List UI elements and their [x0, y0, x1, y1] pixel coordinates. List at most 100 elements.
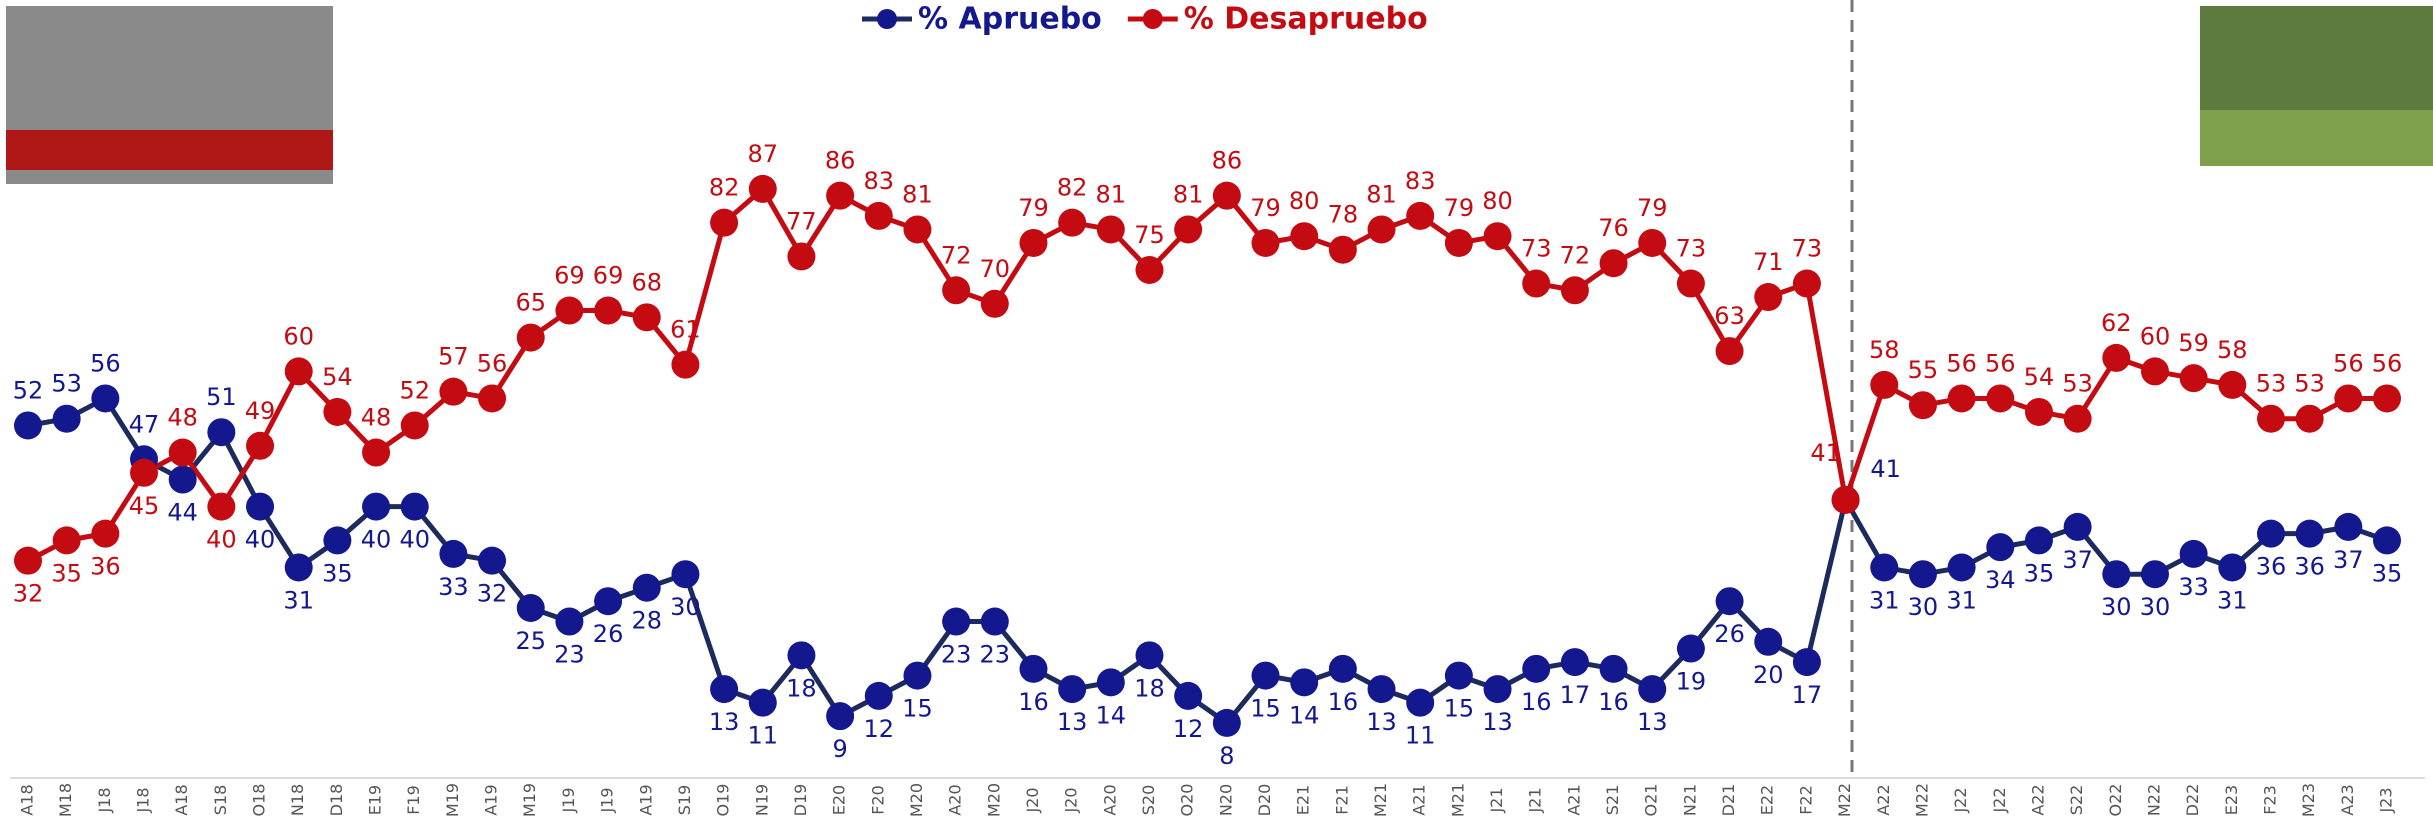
marker — [826, 181, 855, 210]
marker — [748, 174, 777, 203]
value-label: 47 — [129, 410, 160, 438]
marker — [710, 675, 739, 704]
x-tick-label: A23 — [2338, 784, 2357, 815]
x-tick-label: J18 — [95, 787, 114, 813]
marker — [1058, 675, 1087, 704]
marker — [1599, 654, 1628, 683]
value-label: 12 — [864, 715, 895, 743]
x-tick-label: N22 — [2144, 784, 2163, 816]
value-label: 23 — [941, 641, 972, 669]
marker — [516, 594, 545, 622]
x-tick-label: N19 — [752, 784, 771, 816]
value-label: 36 — [2256, 553, 2287, 581]
marker — [1522, 269, 1551, 298]
value-label: 53 — [2256, 370, 2287, 398]
value-label: 11 — [1405, 722, 1436, 750]
value-label: 57 — [438, 343, 469, 371]
value-label: 18 — [786, 674, 817, 702]
x-tick-label: J19 — [559, 787, 578, 813]
value-label: 30 — [2101, 593, 2132, 621]
marker — [864, 681, 893, 710]
marker — [2295, 404, 2324, 433]
x-tick-label: M20 — [907, 783, 926, 817]
value-label: 31 — [283, 586, 314, 614]
marker — [1328, 654, 1357, 683]
value-label: 52 — [13, 376, 44, 404]
value-label: 81 — [1096, 180, 1127, 208]
value-label: 44 — [167, 499, 198, 527]
marker — [1483, 222, 1512, 251]
photo-right-lawn — [2200, 110, 2433, 166]
marker — [516, 323, 545, 352]
x-tick-label: A22 — [1874, 784, 1893, 815]
value-label: 30 — [2140, 593, 2171, 621]
x-tick-label: A18 — [18, 784, 37, 815]
value-label: 79 — [1444, 194, 1475, 222]
marker — [2256, 519, 2285, 548]
value-label: 76 — [1598, 214, 1629, 242]
marker — [2334, 384, 2363, 413]
value-label: 60 — [2140, 322, 2171, 350]
value-label: 65 — [515, 289, 546, 317]
marker — [1406, 201, 1435, 230]
value-label: 37 — [2333, 546, 2364, 574]
marker — [52, 404, 81, 433]
value-label: 79 — [1018, 194, 1049, 222]
marker — [1367, 675, 1396, 704]
marker — [1290, 668, 1319, 697]
marker — [478, 546, 507, 575]
x-tick-label: N20 — [1216, 784, 1235, 816]
value-label: 81 — [1173, 180, 1204, 208]
value-label: 58 — [2217, 336, 2248, 364]
x-tick-label: M19 — [443, 783, 462, 817]
value-label: 78 — [1328, 201, 1359, 229]
marker — [1251, 228, 1280, 257]
marker — [207, 418, 236, 447]
marker — [1522, 654, 1551, 683]
x-tick-label: M21 — [1371, 783, 1390, 817]
value-label: 35 — [2372, 559, 2403, 587]
marker — [362, 492, 391, 521]
marker — [2140, 357, 2169, 386]
value-label: 75 — [1134, 221, 1165, 249]
marker — [400, 411, 429, 440]
value-label: 31 — [2217, 586, 2248, 614]
value-label: 69 — [554, 262, 585, 290]
marker — [903, 661, 932, 690]
value-label: 15 — [1250, 695, 1281, 723]
marker — [1715, 337, 1744, 366]
marker — [1135, 256, 1164, 284]
marker — [1444, 228, 1473, 257]
marker — [980, 289, 1009, 318]
marker — [710, 208, 739, 237]
x-tick-label: O18 — [250, 784, 269, 817]
value-label: 52 — [399, 376, 430, 404]
marker — [478, 384, 507, 413]
marker — [2024, 397, 2053, 426]
marker — [439, 377, 468, 406]
marker — [2063, 512, 2092, 541]
value-label: 53 — [2294, 370, 2325, 398]
value-label: 20 — [1753, 661, 1784, 689]
value-label: 16 — [1598, 688, 1629, 716]
value-label: 18 — [1134, 674, 1165, 702]
marker — [14, 546, 42, 575]
value-label: 49 — [245, 397, 276, 425]
x-tick-label: E22 — [1758, 785, 1777, 815]
value-label: 54 — [2024, 363, 2055, 391]
legend-marker — [1142, 9, 1163, 29]
x-tick-label: D21 — [1719, 784, 1738, 817]
marker — [1715, 587, 1744, 616]
value-label: 13 — [1057, 708, 1088, 736]
legend-label: % Desapruebo — [1184, 2, 1428, 37]
marker — [1212, 181, 1241, 210]
x-tick-label: M19 — [520, 783, 539, 817]
marker — [1638, 228, 1667, 257]
x-tick-label: D19 — [791, 784, 810, 817]
marker — [52, 526, 81, 555]
marker — [362, 438, 391, 467]
value-label: 62 — [2101, 309, 2132, 337]
marker — [1947, 553, 1976, 582]
value-label: 68 — [631, 268, 662, 296]
marker — [284, 357, 313, 386]
